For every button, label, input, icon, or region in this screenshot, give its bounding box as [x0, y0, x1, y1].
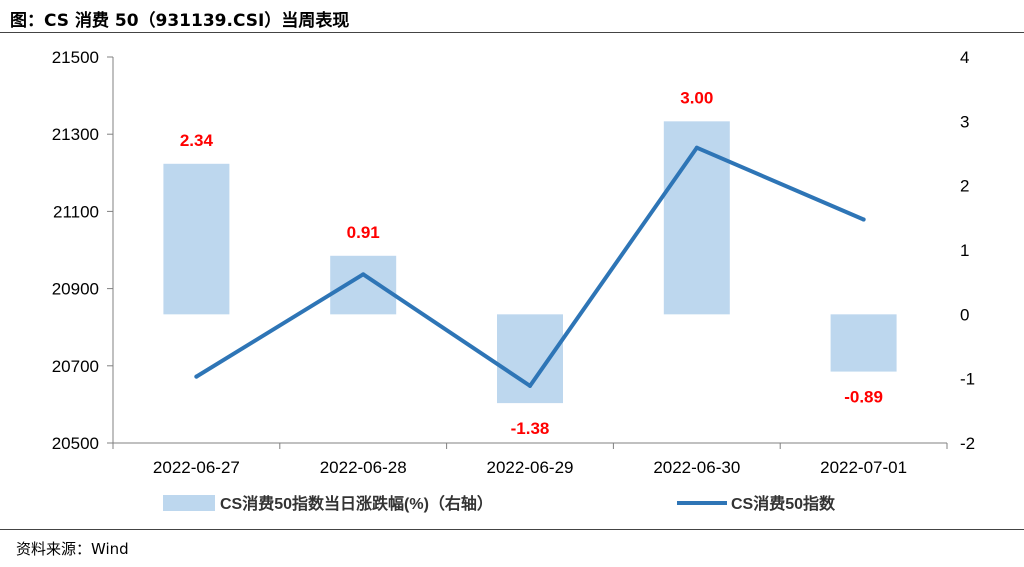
y-right-tick-label: -1	[960, 370, 975, 389]
source-bar: 资料来源：Wind	[0, 529, 1024, 567]
y-left-tick-label: 21500	[52, 48, 99, 67]
line-point	[361, 272, 366, 277]
x-tick-label: 2022-06-27	[153, 458, 240, 477]
y-left-tick-label: 20500	[52, 434, 99, 453]
data-label: 0.91	[347, 223, 380, 242]
data-label: 3.00	[680, 88, 713, 107]
x-tick-label: 2022-06-30	[653, 458, 740, 477]
y-left-tick-label: 20700	[52, 357, 99, 376]
x-tick-label: 2022-06-28	[320, 458, 407, 477]
y-right-tick-label: 4	[960, 48, 969, 67]
y-right-tick-label: -2	[960, 434, 975, 453]
bar	[830, 314, 897, 372]
legend-bar-label: CS消费50指数当日涨跌幅(%)（右轴）	[220, 494, 493, 513]
line-point	[528, 383, 532, 388]
data-label: -0.89	[844, 388, 883, 407]
x-tick-label: 2022-06-29	[487, 458, 574, 477]
data-label: -1.38	[511, 419, 550, 438]
bar	[163, 163, 230, 315]
plot-area: 2.34 0.91 -1.38 3.00 -0.89 20500 20700 20900 211…	[52, 48, 975, 477]
line-point	[694, 145, 699, 150]
source-note: 资料来源：Wind	[16, 540, 129, 558]
x-tick-label: 2022-07-01	[820, 458, 907, 477]
bar	[497, 314, 563, 404]
y-right-tick-label: 3	[960, 112, 969, 131]
y-right-tick-label: 0	[960, 305, 969, 324]
chart: 2.34 0.91 -1.38 3.00 -0.89 20500 20700 20900 211…	[52, 48, 975, 513]
line-point	[194, 374, 199, 379]
y-right-tick-label: 1	[960, 241, 969, 260]
legend-bar-swatch	[163, 495, 215, 511]
y-left-tick-label: 21300	[52, 125, 99, 144]
y-left-tick-label: 20900	[52, 280, 99, 299]
legend-line-label: CS消费50指数	[731, 494, 836, 513]
line-point	[861, 217, 866, 222]
data-label: 2.34	[180, 131, 214, 150]
title-bar: 图：CS 消费 50（931139.CSI）当周表现	[0, 0, 1024, 33]
bar	[663, 121, 730, 315]
y-left-tick-label: 21100	[53, 202, 99, 221]
y-right-tick-label: 2	[960, 177, 969, 196]
chart-title: 图：CS 消费 50（931139.CSI）当周表现	[10, 11, 350, 31]
bar	[330, 255, 397, 315]
legend: CS消费50指数当日涨跌幅(%)（右轴） CS消费50指数	[163, 494, 836, 513]
